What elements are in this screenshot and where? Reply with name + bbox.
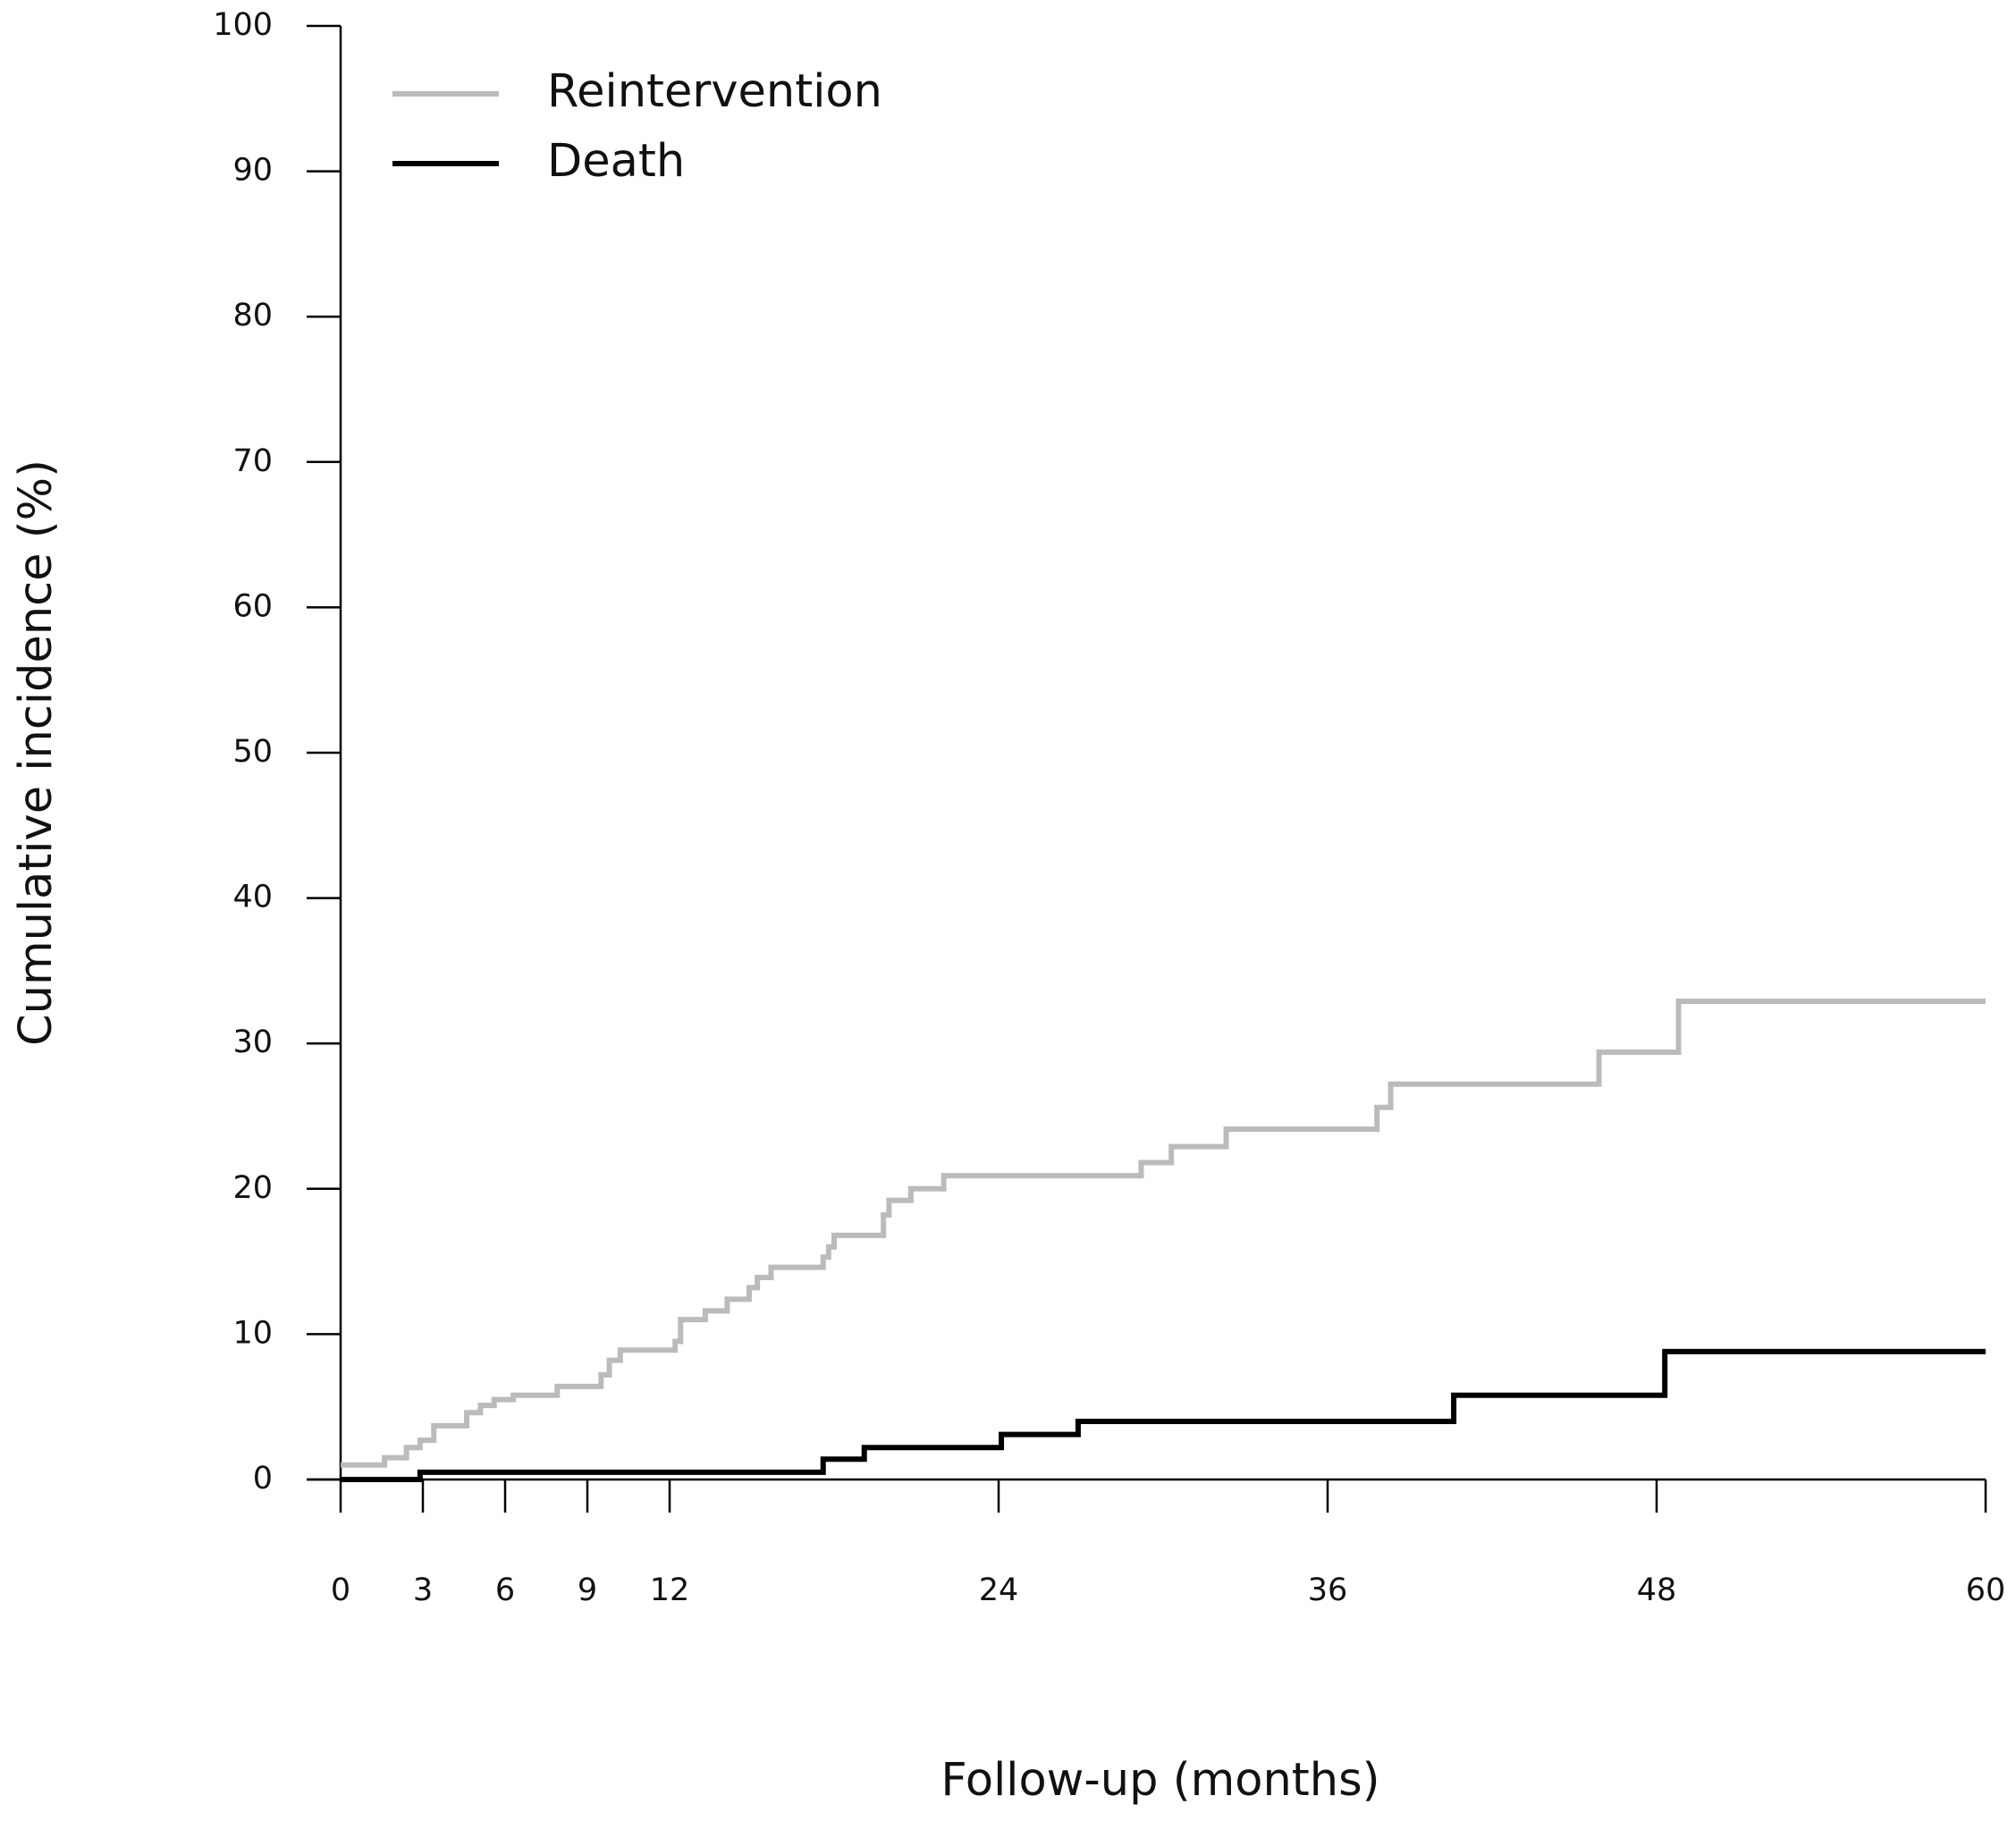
series-line xyxy=(341,1348,1986,1482)
x-tick-label: 48 xyxy=(1637,1572,1677,1608)
y-tick-label: 100 xyxy=(213,7,273,43)
y-tick-label: 80 xyxy=(232,298,273,333)
x-tick-label: 9 xyxy=(578,1572,597,1608)
y-tick-label: 70 xyxy=(232,443,273,479)
x-tick-label: 12 xyxy=(650,1572,690,1608)
x-tick-label: 3 xyxy=(413,1572,433,1608)
y-axis-title: Cumulative incidence (%) xyxy=(10,459,63,1046)
y-tick-label: 10 xyxy=(232,1315,273,1351)
x-tick-label: 6 xyxy=(495,1572,515,1608)
y-tick-label: 60 xyxy=(232,588,273,624)
x-tick-label: 24 xyxy=(979,1572,1019,1608)
x-tick-label: 60 xyxy=(1966,1572,2006,1608)
y-tick-label: 0 xyxy=(253,1461,273,1496)
x-tick-label: 0 xyxy=(331,1572,350,1608)
legend-label: Reintervention xyxy=(547,65,882,118)
x-axis-title: Follow-up (months) xyxy=(941,1754,1379,1807)
y-tick-label: 30 xyxy=(232,1024,273,1060)
series-line xyxy=(341,999,1986,1468)
y-tick-label: 40 xyxy=(232,880,273,915)
y-tick-label: 20 xyxy=(232,1170,273,1206)
legend-label: Death xyxy=(547,135,685,188)
y-tick-label: 90 xyxy=(232,153,273,189)
y-tick-label: 50 xyxy=(232,734,273,770)
x-tick-label: 36 xyxy=(1308,1572,1348,1608)
